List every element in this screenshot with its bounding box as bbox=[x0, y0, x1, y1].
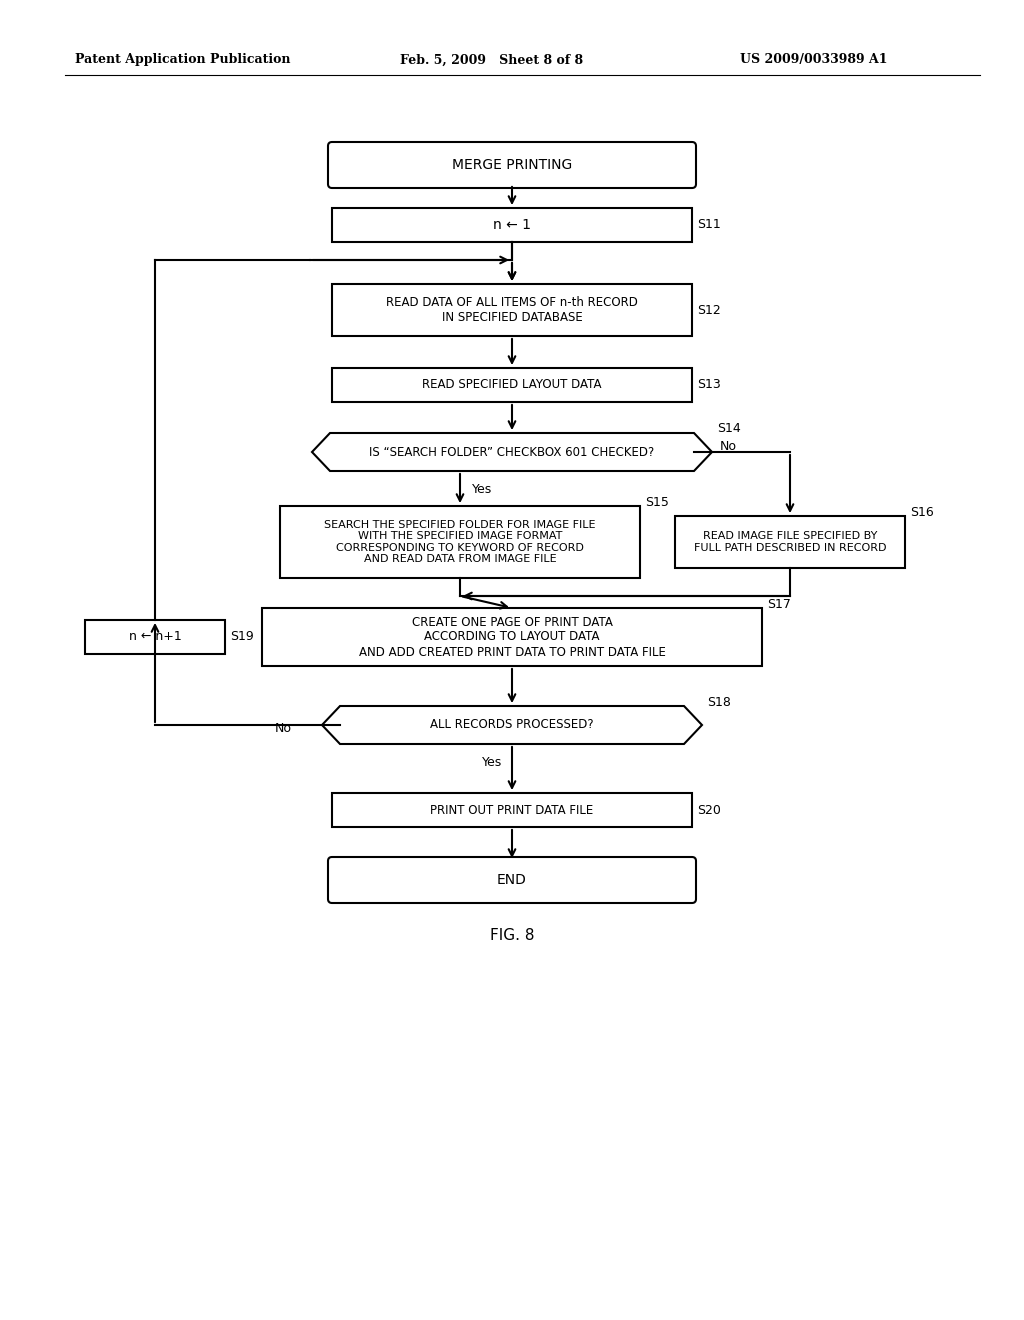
FancyBboxPatch shape bbox=[328, 857, 696, 903]
Text: S14: S14 bbox=[717, 422, 740, 436]
Text: Patent Application Publication: Patent Application Publication bbox=[75, 54, 291, 66]
Bar bbox=[332, 368, 692, 403]
Text: ALL RECORDS PROCESSED?: ALL RECORDS PROCESSED? bbox=[430, 718, 594, 731]
Text: No: No bbox=[275, 722, 292, 735]
Text: S19: S19 bbox=[230, 631, 254, 644]
Polygon shape bbox=[322, 706, 702, 744]
Text: No: No bbox=[720, 441, 737, 454]
Text: CREATE ONE PAGE OF PRINT DATA
ACCORDING TO LAYOUT DATA
AND ADD CREATED PRINT DAT: CREATE ONE PAGE OF PRINT DATA ACCORDING … bbox=[358, 615, 666, 659]
Text: IS “SEARCH FOLDER” CHECKBOX 601 CHECKED?: IS “SEARCH FOLDER” CHECKBOX 601 CHECKED? bbox=[370, 446, 654, 458]
Polygon shape bbox=[312, 433, 712, 471]
Bar bbox=[85, 620, 225, 653]
Text: n ← n+1: n ← n+1 bbox=[129, 631, 181, 644]
Text: FIG. 8: FIG. 8 bbox=[489, 928, 535, 942]
Text: Feb. 5, 2009   Sheet 8 of 8: Feb. 5, 2009 Sheet 8 of 8 bbox=[400, 54, 583, 66]
Bar bbox=[675, 516, 905, 568]
Bar bbox=[332, 793, 692, 828]
Text: END: END bbox=[497, 873, 527, 887]
Text: S15: S15 bbox=[645, 495, 669, 508]
Text: S20: S20 bbox=[697, 804, 721, 817]
Text: Yes: Yes bbox=[482, 756, 502, 770]
Bar bbox=[332, 209, 692, 242]
Text: Yes: Yes bbox=[472, 483, 493, 496]
Text: S13: S13 bbox=[697, 379, 721, 392]
Text: SEARCH THE SPECIFIED FOLDER FOR IMAGE FILE
WITH THE SPECIFIED IMAGE FORMAT
CORRE: SEARCH THE SPECIFIED FOLDER FOR IMAGE FI… bbox=[325, 520, 596, 565]
Bar bbox=[332, 284, 692, 337]
Text: S11: S11 bbox=[697, 219, 721, 231]
Text: n ← 1: n ← 1 bbox=[493, 218, 531, 232]
Text: S17: S17 bbox=[767, 598, 791, 610]
Text: READ DATA OF ALL ITEMS OF n-th RECORD
IN SPECIFIED DATABASE: READ DATA OF ALL ITEMS OF n-th RECORD IN… bbox=[386, 296, 638, 323]
Text: US 2009/0033989 A1: US 2009/0033989 A1 bbox=[740, 54, 888, 66]
Text: PRINT OUT PRINT DATA FILE: PRINT OUT PRINT DATA FILE bbox=[430, 804, 594, 817]
Text: S18: S18 bbox=[707, 696, 731, 709]
Text: S16: S16 bbox=[910, 506, 934, 519]
Text: READ IMAGE FILE SPECIFIED BY
FULL PATH DESCRIBED IN RECORD: READ IMAGE FILE SPECIFIED BY FULL PATH D… bbox=[693, 531, 886, 553]
Bar bbox=[280, 506, 640, 578]
Text: READ SPECIFIED LAYOUT DATA: READ SPECIFIED LAYOUT DATA bbox=[422, 379, 602, 392]
Text: MERGE PRINTING: MERGE PRINTING bbox=[452, 158, 572, 172]
Bar bbox=[262, 609, 762, 667]
Text: S12: S12 bbox=[697, 304, 721, 317]
FancyBboxPatch shape bbox=[328, 143, 696, 187]
